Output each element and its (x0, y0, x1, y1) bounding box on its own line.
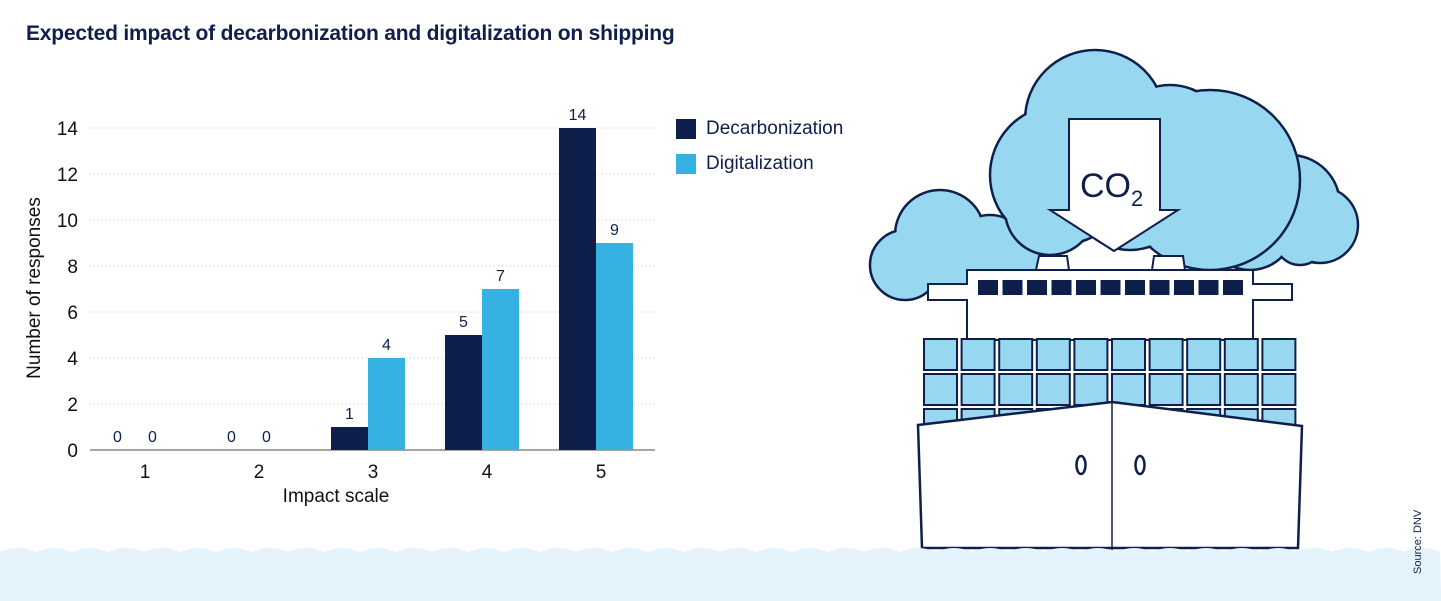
y-tick-label: 12 (57, 165, 78, 186)
bar-digitalization-5 (596, 243, 633, 450)
porthole (1134, 454, 1146, 476)
bar-digitalization-3 (368, 358, 405, 450)
legend-item-decarbonization: Decarbonization (676, 118, 843, 140)
bridge-window (1002, 280, 1023, 295)
container (1261, 338, 1297, 371)
y-tick-label: 8 (67, 257, 78, 278)
data-label: 0 (262, 429, 271, 446)
smokestack (1034, 255, 1187, 271)
container (1111, 373, 1146, 406)
container (998, 373, 1034, 406)
bridge-window (978, 280, 998, 295)
x-tick-label: 3 (368, 462, 379, 483)
x-tick-label: 5 (596, 462, 607, 483)
data-label: 1 (345, 406, 354, 423)
data-label: 14 (569, 107, 587, 124)
data-label: 0 (148, 429, 157, 446)
bridge-window (1100, 280, 1121, 295)
water-front (900, 548, 1441, 601)
source-note: Source: DNV (1412, 509, 1424, 574)
container (1035, 373, 1071, 406)
bar-decarbonization-4 (445, 335, 482, 450)
data-label: 5 (459, 314, 468, 331)
container (923, 338, 958, 371)
y-tick-label: 2 (67, 395, 78, 416)
data-label: 9 (610, 222, 619, 239)
container (1186, 373, 1222, 406)
data-label: 0 (227, 429, 236, 446)
arrow-down-icon (1046, 118, 1182, 253)
bridge-window (1198, 280, 1219, 295)
bridge-window (1076, 280, 1096, 295)
container (1261, 373, 1297, 406)
container (1148, 338, 1184, 371)
legend-label: Decarbonization (706, 118, 844, 139)
x-tick-label: 4 (482, 462, 493, 483)
container (1073, 338, 1109, 371)
bar-digitalization-4 (482, 289, 519, 450)
container (960, 338, 996, 371)
legend-item-digitalization: Digitalization (676, 153, 814, 175)
chart-title: Expected impact of decarbonization and d… (26, 22, 675, 45)
container (1148, 373, 1184, 406)
x-axis-title: Impact scale (283, 486, 390, 507)
y-tick-label: 14 (57, 119, 79, 140)
bar-decarbonization-5 (559, 128, 596, 450)
y-tick-label: 10 (57, 211, 78, 232)
container (960, 373, 996, 406)
ship-hull (916, 400, 1304, 550)
y-axis-title: Number of responses (24, 197, 45, 379)
bridge-window (1051, 280, 1072, 295)
container (1223, 373, 1259, 406)
bar-decarbonization-3 (331, 427, 368, 450)
data-label: 7 (496, 268, 505, 285)
container (1035, 338, 1071, 371)
y-tick-label: 0 (67, 441, 78, 462)
container (998, 338, 1034, 371)
bridge-window (1149, 280, 1170, 295)
y-tick-label: 6 (67, 303, 78, 324)
legend-swatch (676, 154, 696, 174)
bridge-window (1223, 280, 1243, 295)
porthole (1075, 454, 1087, 476)
data-label: 0 (113, 429, 122, 446)
legend-label: Digitalization (706, 153, 814, 174)
y-tick-label: 4 (67, 349, 78, 370)
data-label: 4 (382, 337, 391, 354)
bridge-window (1125, 280, 1145, 295)
x-tick-label: 1 (140, 462, 151, 483)
legend-swatch (676, 119, 696, 139)
bridge-window (1174, 280, 1194, 295)
container (923, 373, 958, 406)
container (1073, 373, 1109, 406)
x-tick-label: 2 (254, 462, 265, 483)
container (1223, 338, 1259, 371)
ship-illustration: CO2 (0, 48, 1441, 601)
container (1111, 338, 1146, 371)
bridge-window (1027, 280, 1047, 295)
container (1186, 338, 1222, 371)
